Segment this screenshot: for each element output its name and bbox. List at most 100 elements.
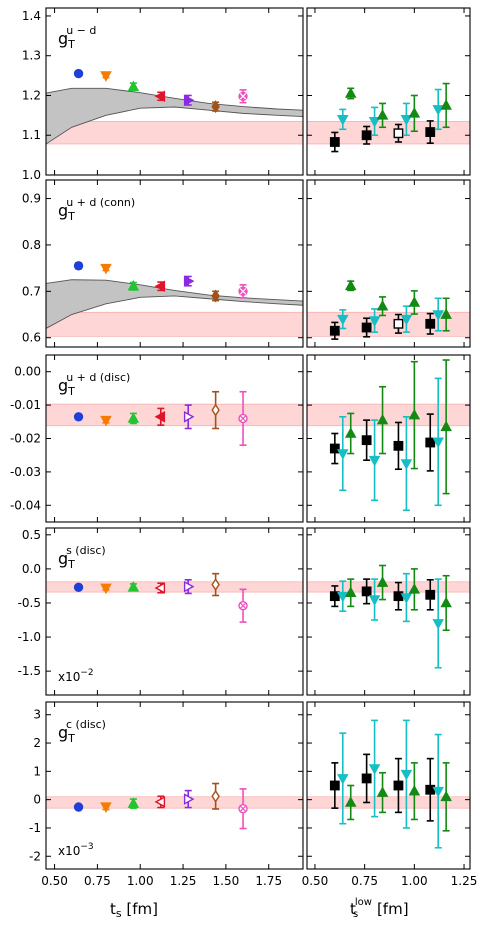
panel-label-main: g [58, 201, 68, 220]
data-point [127, 279, 140, 291]
data-point [183, 94, 195, 107]
data-point [368, 316, 381, 327]
data-point [408, 583, 421, 594]
data-point [336, 115, 349, 126]
data-point [440, 420, 452, 432]
y-tick-label: 1.3 [22, 49, 41, 63]
result-band [46, 796, 303, 809]
data-point [329, 137, 340, 147]
data-point [376, 786, 389, 797]
y-tick-label: -0.03 [10, 465, 41, 479]
data-point [100, 71, 112, 82]
panel-label: gTu + d (conn) [58, 196, 135, 223]
panel-frame [306, 179, 471, 348]
data-point [329, 325, 340, 336]
y-tick-label: 0.8 [22, 238, 41, 252]
panel-frame [306, 354, 471, 523]
scale-note: x10−3 [58, 842, 94, 858]
data-point [361, 322, 372, 333]
y-tick-label: -1 [29, 821, 41, 835]
x-axis-title-left: ts [fm] [110, 900, 158, 920]
panel-label: gTu + d (disc) [58, 371, 130, 398]
data-point [368, 595, 381, 606]
plot-area-4-right [307, 564, 470, 669]
plot-area-5-right [307, 719, 470, 849]
panel-label-main: g [58, 29, 68, 48]
data-point [425, 784, 436, 795]
x-tick-label: 1.00 [401, 874, 428, 888]
data-point [440, 99, 452, 110]
data-point [344, 279, 357, 291]
plot-area-3-right [307, 359, 470, 512]
data-point [73, 261, 84, 271]
panel-label-main: g [58, 376, 68, 395]
data-point [100, 583, 112, 595]
panel-frame [306, 7, 471, 176]
x-axis-title-right: tlow s [fm] [350, 897, 409, 920]
data-point [73, 68, 84, 79]
data-point [344, 427, 357, 438]
panel-label: gTu − d [58, 24, 96, 51]
x-tick-label: 0.50 [41, 874, 68, 888]
data-point [425, 437, 436, 448]
panel-1-left: 1.0 1.1 1.2 1.3 1.4 gTu − d [22, 7, 304, 182]
panel-5-left: -2 -1 0 1 2 3 0.50 0.75 1.00 1.25 1.50 1.75 gTc (dis… [29, 701, 304, 888]
data-point [154, 411, 166, 423]
y-tick-label: 0.00 [14, 365, 41, 379]
x-tick-label: 0.75 [351, 874, 378, 888]
panel-frame [306, 527, 471, 696]
panel-label-sup: u − d [66, 24, 96, 37]
data-point [425, 318, 436, 329]
result-band [307, 796, 470, 809]
panel-1-right [306, 7, 471, 176]
panel-frame [45, 701, 304, 870]
data-point [425, 589, 436, 600]
panel-label-sub: T [67, 558, 75, 571]
plot-area-1-right [307, 82, 470, 153]
y-tick-label: -1.0 [18, 630, 41, 644]
scale-note-base: x10 [58, 844, 80, 858]
data-point [211, 289, 220, 303]
panel-3-left: -0.04 -0.03 -0.02 -0.01 0.00 gTu + d (disc) [10, 354, 304, 523]
panel-label-sub: T [67, 210, 75, 223]
data-point [100, 802, 112, 813]
panel-2-right [306, 179, 471, 348]
data-point [336, 314, 349, 326]
panel-label-sub: T [67, 732, 75, 745]
x-tick-label: 0.75 [84, 874, 111, 888]
fit-band [46, 87, 303, 145]
data-point [425, 127, 436, 137]
y-tick-label: 1.1 [22, 128, 41, 142]
data-point [336, 774, 349, 785]
data-point [344, 586, 357, 598]
data-point [393, 591, 404, 602]
result-band [46, 311, 303, 337]
data-point [73, 412, 84, 422]
data-point [432, 437, 444, 449]
data-point-cross [239, 415, 247, 422]
panel-4-right [306, 527, 471, 696]
data-point [183, 275, 195, 287]
data-point [376, 299, 389, 311]
data-point [361, 130, 372, 141]
x-tick-label: 0.50 [302, 874, 329, 888]
data-point [408, 296, 421, 307]
y-tick-label: -0.01 [10, 398, 41, 412]
data-point [400, 459, 413, 470]
y-tick-label: 2 [33, 736, 41, 750]
data-point [440, 308, 452, 319]
result-band [307, 403, 470, 427]
x-tick-label: 1.50 [213, 874, 240, 888]
y-tick-label: 3 [33, 708, 41, 722]
data-point [408, 784, 421, 796]
data-point [154, 582, 166, 594]
panel-frame [45, 179, 304, 348]
scale-note-base: x10 [58, 670, 80, 684]
data-point [211, 403, 220, 417]
data-point [408, 107, 421, 118]
y-tick-label: -0.04 [10, 498, 41, 512]
data-point [127, 80, 140, 92]
data-point [361, 435, 372, 446]
plot-area-5-left [46, 782, 303, 830]
